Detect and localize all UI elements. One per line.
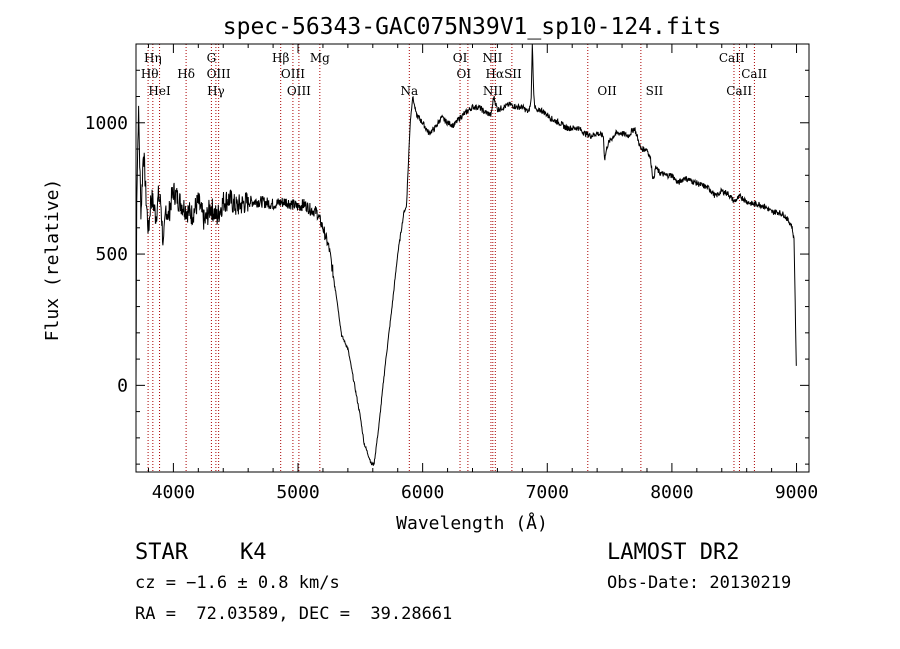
x-axis-label: Wavelength (Å) <box>396 512 548 534</box>
line-label-20: CaII <box>741 67 767 81</box>
line-label-3: Hδ <box>177 67 195 81</box>
coordinates-text: RA = 72.03589, DEC = 39.28661 <box>135 604 453 624</box>
x-tick-label: 8000 <box>650 482 693 503</box>
x-tick-label: 4000 <box>152 482 195 503</box>
line-label-6: Hγ <box>207 84 225 98</box>
line-label-0: Hη <box>144 51 162 65</box>
redshift-text: cz = −1.6 ± 0.8 km/s <box>135 573 340 593</box>
y-tick-label: 500 <box>95 244 128 265</box>
line-label-9: OIII <box>287 84 311 98</box>
spectrum-series <box>135 43 797 466</box>
subclass-label: K4 <box>240 540 267 565</box>
line-label-10: Mg <box>310 51 330 65</box>
x-tick-label: 7000 <box>526 482 569 503</box>
class-label: STAR <box>135 540 188 565</box>
x-tick-label: 6000 <box>401 482 444 503</box>
line-label-12: OI <box>453 51 468 65</box>
line-label-2: HeI <box>148 84 171 98</box>
line-label-14: NII <box>482 51 502 65</box>
line-label-13: OI <box>456 67 471 81</box>
line-label-5: OIII <box>207 67 231 81</box>
spectrum-line <box>135 43 797 466</box>
line-label-7: Hβ <box>272 51 289 65</box>
line-label-19: CaII <box>719 51 745 65</box>
line-label-15: HαSII <box>486 67 523 81</box>
survey-label: LAMOST DR2 <box>607 540 740 565</box>
spectrum-chart: spec-56343-GAC075N39V1_sp10-124.fits 400… <box>42 14 818 534</box>
object-subclass: K4 <box>240 540 267 565</box>
spectral-line-labels: Hη Hθ HeI Hδ G OIII Hγ Hβ OIII OIII Mg Na OI OI NII HαS… <box>141 51 767 98</box>
line-label-1: Hθ <box>141 67 159 81</box>
line-label-4: G <box>207 51 217 65</box>
line-label-16: NII <box>483 84 503 98</box>
axis-ticks: 4000 5000 6000 7000 8000 9000 0 500 1000 <box>85 44 818 503</box>
line-label-11: Na <box>400 84 418 98</box>
x-tick-label: 5000 <box>276 482 319 503</box>
object-class: STAR <box>135 540 188 565</box>
chart-title: spec-56343-GAC075N39V1_sp10-124.fits <box>223 14 722 40</box>
spectral-line-markers <box>147 44 755 472</box>
line-label-18: SII <box>646 84 664 98</box>
y-tick-label: 0 <box>117 375 128 396</box>
plot-frame <box>135 43 810 473</box>
line-label-8: OIII <box>281 67 305 81</box>
x-tick-label: 9000 <box>775 482 818 503</box>
y-tick-label: 1000 <box>85 113 128 134</box>
y-axis-label: Flux (relative) <box>42 179 63 342</box>
line-label-21: CaII <box>726 84 752 98</box>
obs-date-text: Obs-Date: 20130219 <box>607 573 792 593</box>
line-label-17: OII <box>597 84 617 98</box>
